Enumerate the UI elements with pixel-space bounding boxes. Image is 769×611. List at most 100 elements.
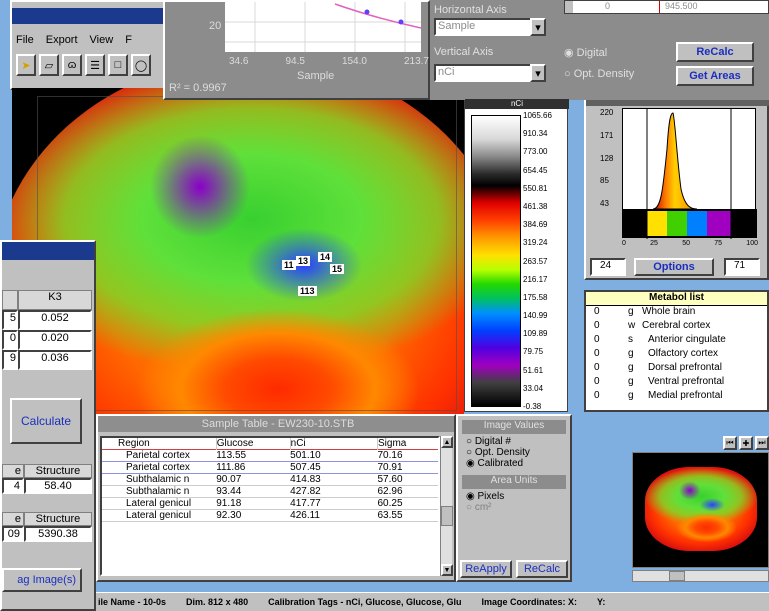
metabol-num: 0 [594,362,600,373]
scroll-thumb[interactable] [441,506,453,526]
split-icon[interactable]: ☰ [85,54,105,76]
radio-calibrated[interactable]: ◉ Calibrated [466,458,524,469]
radio-digital-number[interactable]: ○ Digital # [466,436,511,447]
radio-digital[interactable]: ◉ Digital [564,47,608,59]
chevron-down-icon[interactable]: ▾ [530,18,546,36]
freehand-icon[interactable]: ɷ [62,54,82,76]
result-header-right: Structure [24,512,92,526]
thumbnail-scrollbar[interactable] [632,570,769,582]
table-cell: 70.16 [377,450,403,461]
horizontal-axis-value: Sample [438,20,476,32]
radio-cm2[interactable]: ○ cm² [466,502,492,513]
add-icon[interactable]: ✚ [739,436,753,450]
table-row[interactable]: Subthalamic n 90.07 414.83 57.60 [102,474,438,486]
column-header[interactable]: Glucose [215,438,291,450]
tag-images-button[interactable]: ag Image(s) [2,568,82,592]
menu-export[interactable]: Export [45,34,78,46]
region-label[interactable]: 113 [298,286,317,296]
k3-value[interactable]: 0.020 [18,330,92,350]
table-cell: 417.77 [290,498,321,509]
histogram-low-field[interactable]: 24 [590,258,626,276]
region-label[interactable]: 14 [318,252,333,262]
metabol-code: s [628,334,633,345]
menu-file[interactable]: File [16,34,34,46]
get-areas-button[interactable]: Get Areas [676,66,754,86]
table-cell: 507.45 [290,462,321,473]
metabol-row[interactable]: 0 g Dorsal prefrontal [586,362,767,376]
metabol-row[interactable]: 0 g Medial prefrontal [586,390,767,404]
metabol-num: 0 [594,320,600,331]
slider[interactable]: 0 945.500 [564,0,769,14]
region-label[interactable]: 15 [330,264,345,274]
left-value[interactable]: 0 [2,330,18,350]
menu-view[interactable]: View [89,34,114,46]
region-label[interactable]: 11 [282,260,296,270]
k3-value[interactable]: 0.052 [18,310,92,330]
table-row[interactable]: Parietal cortex 111.86 507.45 70.91 [102,462,438,474]
column-header[interactable]: Region [118,438,150,449]
calculate-button[interactable]: Calculate [10,398,82,444]
oval-icon[interactable]: ◯ [131,54,151,76]
left-value[interactable]: 9 [2,350,18,370]
table-cell: 426.11 [290,510,320,521]
histogram-high-field[interactable]: 71 [724,258,760,276]
metabol-code: g [628,306,634,317]
square-icon[interactable]: □ [108,54,128,76]
metabol-num: 0 [594,376,600,387]
y-tick: 128 [600,153,614,163]
metabol-num: 0 [594,306,600,317]
metabol-row[interactable]: 0 g Ventral prefrontal [586,376,767,390]
table-cell: 414.83 [290,474,321,485]
recalc-button[interactable]: ReCalc [516,560,568,578]
scroll-up-icon[interactable]: ▲ [441,436,453,448]
menu-bar: File Export View F [16,34,172,50]
radio-opt-density[interactable]: ○ Opt. Density [564,68,635,80]
column-header[interactable]: Sigma [377,438,438,450]
table-row[interactable]: Subthalamic n 93.44 427.82 62.96 [102,486,438,498]
metabol-row[interactable]: 0 g Olfactory cortex [586,348,767,362]
table-cell: 70.91 [377,462,403,473]
vertical-scrollbar[interactable]: ▲ ▼ [440,436,453,576]
metabol-row[interactable]: 0 s Anterior cingulate [586,334,767,348]
metabol-name: Cerebral cortex [642,320,711,331]
y-tick: 220 [600,108,614,117]
menu-f[interactable]: F [125,34,132,46]
chevron-down-icon[interactable]: ▾ [530,64,546,82]
scroll-thumb[interactable] [669,571,685,581]
polygon-icon[interactable]: ▱ [39,54,59,76]
thumbnail-image[interactable] [632,452,769,568]
table-row[interactable]: Parietal cortex 113.55 501.10 70.16 [102,450,438,462]
metabol-row[interactable]: 0 g Whole brain [586,306,767,320]
metabol-code: g [628,390,634,401]
reapply-button[interactable]: ReApply [460,560,512,578]
k3-value[interactable]: 0.036 [18,350,92,370]
metabol-code: g [628,376,634,387]
histogram-y-ticks: 220 171 128 85 43 [600,108,613,208]
first-icon[interactable]: ⏮ [723,436,737,450]
radio-label: Pixels [477,491,505,502]
recalc-button[interactable]: ReCalc [676,42,754,62]
result-value-left: 4 [2,478,24,494]
horizontal-axis-select[interactable]: Sample [434,18,546,36]
slider-thumb[interactable] [565,1,573,13]
pointer-icon[interactable]: ➤ [16,54,36,76]
scroll-down-icon[interactable]: ▼ [441,564,453,576]
vertical-axis-select[interactable]: nCi [434,64,546,82]
compartment-table: K3 5 0.052 0 0.020 9 0.036 [2,290,92,370]
column-header[interactable]: nCi [289,438,378,450]
radio-opt-density[interactable]: ○ Opt. Density [466,447,530,458]
x-tick: 94.5 [285,56,305,67]
left-value[interactable]: 5 [2,310,18,330]
options-button[interactable]: Options [634,258,714,276]
table-row[interactable]: Lateral genicul 91.18 417.77 60.25 [102,498,438,510]
k3-header: K3 [18,290,92,310]
metabol-code: g [628,362,634,373]
table-row[interactable]: Lateral genicul 92.30 426.11 63.55 [102,510,438,522]
metabol-row[interactable]: 0 w Cerebral cortex [586,320,767,334]
region-label[interactable]: 13 [296,256,311,266]
thumbnail-brain [645,467,757,551]
last-icon[interactable]: ⏭ [755,436,769,450]
metabol-list: Metabol list 0 g Whole brain 0 w Cerebral co… [584,290,769,412]
y-tick: 171 [600,130,614,140]
radio-pixels[interactable]: ◉ Pixels [466,491,505,502]
